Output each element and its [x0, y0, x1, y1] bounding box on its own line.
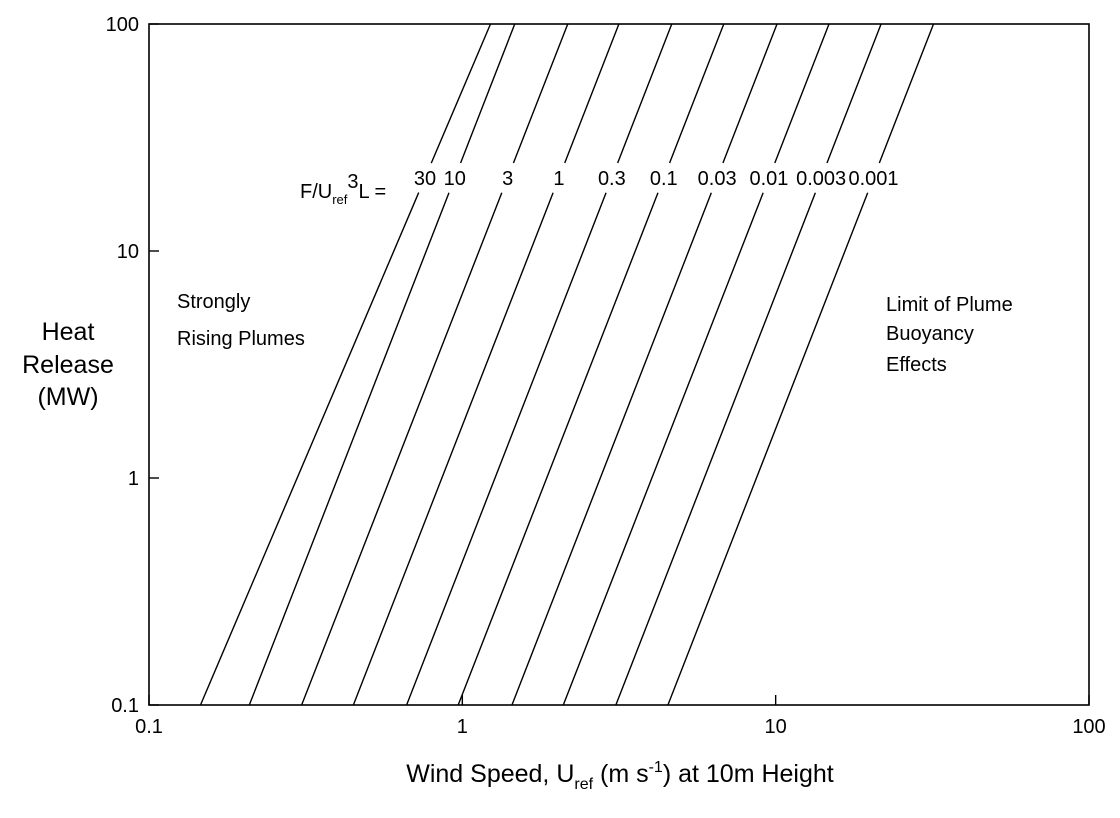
annotation-left-2: Rising Plumes: [177, 328, 305, 350]
series-line-30-upper: [430, 23, 492, 164]
series-label-10: 10: [444, 168, 466, 190]
series-label-1: 1: [553, 168, 564, 190]
series-line-0.003-lower: [615, 192, 817, 706]
plot-frame: [148, 23, 1090, 706]
tick-layer: 0.1 1 10 100 0.1 1 10 100: [106, 14, 1106, 738]
series-label-0.003: 0.003: [796, 168, 846, 190]
x-tick-label: 1: [457, 716, 468, 738]
series-lines: [199, 23, 935, 706]
series-label-0.03: 0.03: [698, 168, 737, 190]
series-line-0.03-lower: [511, 192, 712, 706]
series-line-0.03-upper: [722, 23, 778, 164]
series-label-3: 3: [502, 168, 513, 190]
series-label-30: 30: [414, 168, 436, 190]
series-labels: 30 10 3 1 0.3 0.1 0.03 0.01 0.003 0.001: [414, 168, 899, 190]
series-line-0.3-lower: [405, 192, 607, 706]
series-line-1-upper: [564, 23, 620, 164]
annotation-left-1: Strongly: [177, 291, 250, 313]
series-line-0.1-lower: [457, 192, 659, 706]
series-line-1-lower: [352, 192, 554, 706]
param-label: F/Uref3L =: [300, 171, 386, 207]
series-line-10-lower: [248, 192, 450, 706]
series-label-0.3: 0.3: [598, 168, 626, 190]
series-label-0.001: 0.001: [848, 168, 898, 190]
annotation-right-3: Effects: [886, 354, 947, 376]
annotation-right-2: Buoyancy: [886, 323, 974, 345]
series-line-0.01-upper: [774, 23, 830, 164]
y-tick-label: 10: [117, 241, 139, 263]
series-line-0.1-upper: [668, 23, 725, 164]
series-line-30-lower: [199, 192, 420, 706]
x-axis-label: Wind Speed, Uref (m s-1) at 10m Height: [406, 759, 834, 793]
y-tick-label: 1: [128, 468, 139, 490]
annotation-right-1: Limit of Plume: [886, 294, 1013, 316]
series-label-0.1: 0.1: [650, 168, 678, 190]
series-line-0.01-lower: [562, 192, 764, 706]
series-line-0.001-upper: [878, 23, 935, 164]
x-tick-label: 10: [765, 716, 787, 738]
x-tick-label: 0.1: [135, 716, 163, 738]
series-line-0.3-upper: [617, 23, 673, 164]
series-line-10-upper: [459, 23, 516, 164]
y-axis-label-line-1: Heat: [42, 318, 95, 346]
series-label-0.01: 0.01: [750, 168, 789, 190]
series-line-0.001-lower: [667, 192, 869, 706]
y-tick-label: 0.1: [111, 695, 139, 717]
y-tick-label: 100: [106, 14, 139, 36]
y-axis-label-line-3: (MW): [37, 383, 98, 411]
series-line-3-lower: [300, 192, 503, 706]
x-tick-label: 100: [1072, 716, 1105, 738]
series-line-0.003-upper: [826, 23, 882, 164]
series-line-3-upper: [512, 23, 569, 164]
y-axis-label-line-2: Release: [22, 351, 114, 379]
